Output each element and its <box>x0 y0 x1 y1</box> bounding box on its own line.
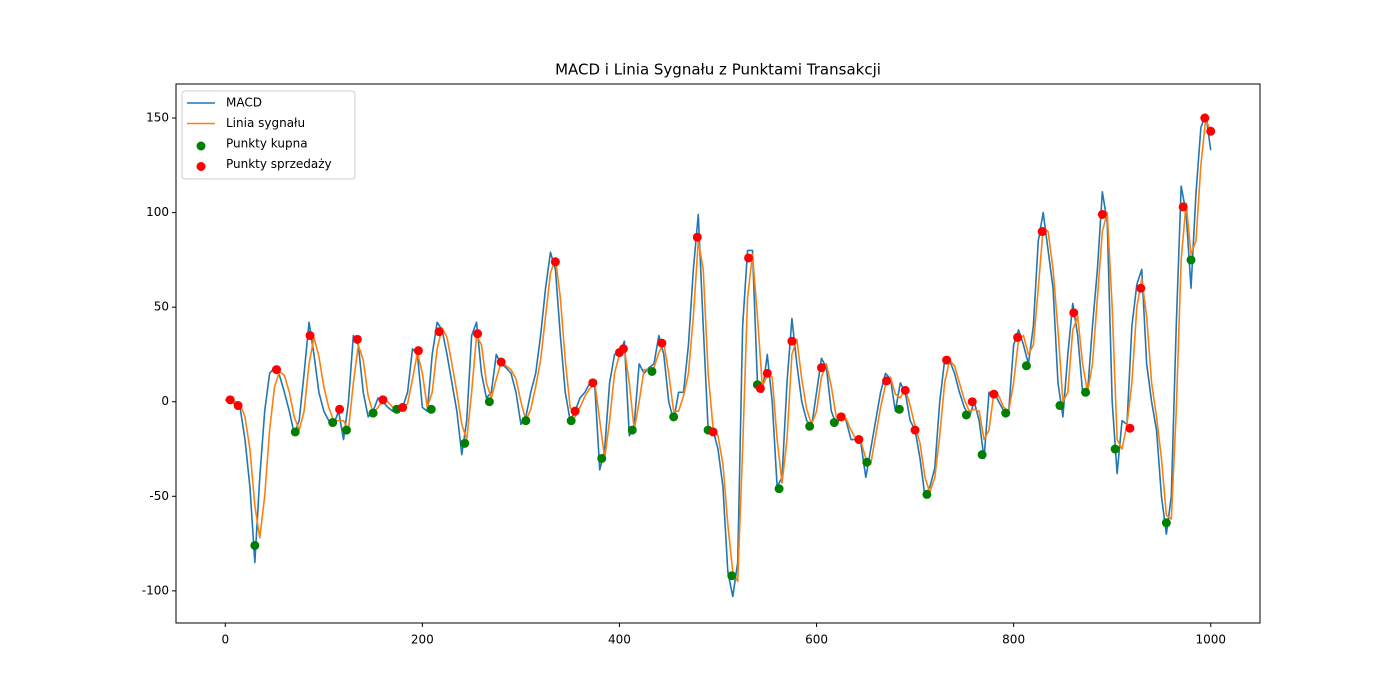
scatter-point <box>989 389 999 399</box>
scatter-point <box>1069 308 1079 318</box>
scatter-point <box>1161 518 1171 528</box>
scatter-point <box>627 425 637 435</box>
scatter-point <box>588 378 598 388</box>
scatter-point <box>352 334 362 344</box>
x-tick-label: 1000 <box>1195 633 1226 647</box>
scatter-point <box>1200 113 1210 123</box>
scatter-point <box>1110 444 1120 454</box>
scatter-point <box>894 404 904 414</box>
scatter-point <box>854 435 864 445</box>
x-tick-label: 200 <box>411 633 434 647</box>
scatter-point <box>473 329 483 339</box>
scatter-point <box>922 489 932 499</box>
scatter-point <box>744 253 754 263</box>
scatter-point <box>484 397 494 407</box>
x-tick-label: 800 <box>1002 633 1025 647</box>
scatter-point <box>961 410 971 420</box>
scatter-point <box>398 402 408 412</box>
scatter-point <box>378 395 388 405</box>
scatter-point <box>774 484 784 494</box>
scatter-point <box>1037 227 1047 237</box>
scatter-point <box>250 540 260 550</box>
scatter-point <box>977 450 987 460</box>
legend-label: MACD <box>226 96 262 110</box>
scatter-point <box>1001 408 1011 418</box>
scatter-point <box>1055 401 1065 411</box>
scatter-point <box>328 418 338 428</box>
scatter-point <box>1125 423 1135 433</box>
scatter-point <box>434 327 444 337</box>
scatter-point <box>692 232 702 242</box>
scatter-point <box>762 368 772 378</box>
scatter-point <box>570 406 580 416</box>
x-tick-label: 400 <box>608 633 631 647</box>
scatter-point <box>460 438 470 448</box>
y-tick-label: 150 <box>146 111 169 125</box>
series-line <box>225 117 1212 583</box>
scatter-point <box>1186 255 1196 265</box>
plot-area <box>224 113 1216 598</box>
scatter-point <box>787 336 797 346</box>
scatter-point <box>597 453 607 463</box>
scatter-point <box>900 385 910 395</box>
scatter-point <box>1097 209 1107 219</box>
legend-label: Linia sygnału <box>226 116 305 130</box>
legend-label: Punkty kupna <box>226 137 308 151</box>
scatter-point <box>942 355 952 365</box>
y-tick-label: 50 <box>154 300 169 314</box>
y-tick-label: -100 <box>142 583 169 597</box>
scatter-point <box>669 412 679 422</box>
scatter-point <box>1021 361 1031 371</box>
legend: MACD Linia sygnału Punkty kupna Punkty sprz… <box>181 90 356 180</box>
scatter-point <box>413 346 423 356</box>
scatter-point <box>550 257 560 267</box>
scatter-point <box>1136 283 1146 293</box>
scatter-point <box>910 425 920 435</box>
scatter-point <box>496 357 506 367</box>
y-tick-label: -50 <box>149 489 169 503</box>
scatter-point <box>727 571 737 581</box>
scatter-point <box>755 383 765 393</box>
x-tick-label: 600 <box>805 633 828 647</box>
scatter-point <box>967 397 977 407</box>
y-tick-label: 0 <box>161 394 169 408</box>
scatter-point <box>521 416 531 426</box>
chart-title: MACD i Linia Sygnału z Punktami Transakc… <box>555 61 881 79</box>
legend-box <box>181 90 356 180</box>
scatter-point <box>882 376 892 386</box>
axes-frame <box>175 83 1261 624</box>
x-tick-label: 0 <box>221 633 229 647</box>
y-tick-label: 100 <box>146 205 169 219</box>
legend-dot <box>196 162 206 171</box>
scatter-point <box>1206 126 1216 136</box>
scatter-point <box>225 395 235 405</box>
scatter-point <box>816 363 826 373</box>
scatter-point <box>1013 332 1023 342</box>
scatter-point <box>290 427 300 437</box>
scatter-point <box>1081 387 1091 397</box>
scatter-point <box>618 344 628 354</box>
scatter-point <box>708 427 718 437</box>
series-line <box>224 113 1212 598</box>
scatter-point <box>335 404 345 414</box>
scatter-point <box>272 365 282 375</box>
scatter-point <box>862 457 872 467</box>
scatter-point <box>1178 202 1188 212</box>
scatter-point <box>305 331 315 341</box>
scatter-point <box>426 404 436 414</box>
scatter-point <box>368 408 378 418</box>
scatter-point <box>341 425 351 435</box>
scatter-point <box>566 416 576 426</box>
legend-label: Punkty sprzedaży <box>226 157 332 171</box>
scatter-point <box>829 418 839 428</box>
scatter-point <box>233 401 243 411</box>
scatter-point <box>657 338 667 348</box>
scatter-point <box>805 421 815 431</box>
scatter-point <box>647 366 657 376</box>
legend-dot <box>196 141 206 151</box>
scatter-point <box>836 412 846 422</box>
